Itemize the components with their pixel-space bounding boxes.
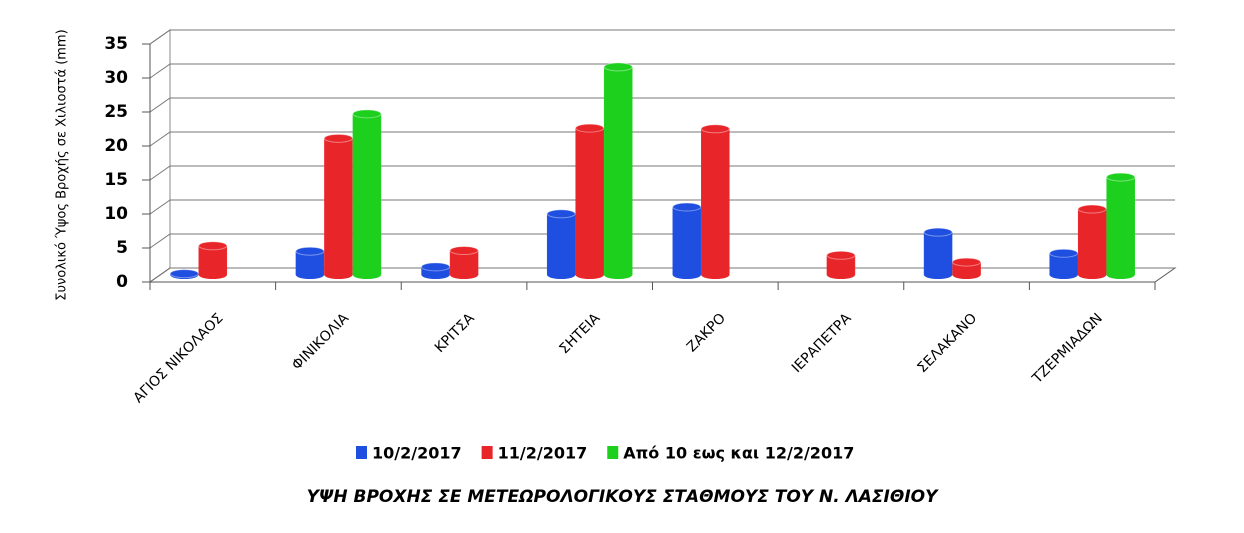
- bar: [672, 206, 702, 276]
- y-tick-label: 15: [104, 170, 128, 190]
- y-tick-label: 20: [104, 136, 128, 156]
- grid-line: [149, 199, 1175, 215]
- y-tick-label: 30: [104, 68, 128, 88]
- grid-line: [149, 165, 1175, 181]
- y-tick-label: 0: [116, 272, 128, 292]
- legend-label: 10/2/2017: [372, 444, 462, 463]
- y-tick-label: 25: [104, 102, 128, 122]
- legend-label: Από 10 εως και 12/2/2017: [623, 444, 854, 463]
- bar-cap: [672, 202, 702, 212]
- bar: [1077, 208, 1107, 276]
- x-tick-label: ΣΕΛΑΚΑΝΟ: [914, 310, 980, 376]
- legend-swatch: [481, 446, 493, 459]
- y-tick-label: 5: [116, 238, 128, 258]
- legend-swatch: [356, 446, 367, 459]
- bar: [449, 250, 479, 276]
- chart-title: ΥΨΗ ΒΡΟΧΗΣ ΣΕ ΜΕΤΕΩΡΟΛΟΓΙΚΟΥΣ ΣΤΑΘΜΟΥΣ Τ…: [307, 487, 939, 507]
- bar-cap: [826, 250, 856, 260]
- legend-swatch: [607, 446, 619, 459]
- back-wall: [149, 29, 171, 283]
- y-axis-label: Συνολικό Ύψος Βροχής σε Χιλιοστά (mm): [55, 29, 70, 300]
- grid-line: [149, 233, 1175, 249]
- x-tick-label: ΣΗΤΕΙΑ: [556, 310, 603, 357]
- bar-cap: [169, 269, 199, 279]
- bar-cap: [603, 62, 633, 72]
- grid-line: [149, 63, 1175, 79]
- grid-line: [149, 131, 1175, 147]
- bar-cap: [1106, 172, 1136, 182]
- bar-cap: [323, 133, 353, 143]
- x-tick-label: ΑΓΙΟΣ ΝΙΚΟΛΑΟΣ: [131, 310, 227, 406]
- grid-line: [149, 29, 1175, 45]
- bar-cap: [352, 109, 382, 119]
- x-tick-label: ΚΡΙΤΣΑ: [432, 310, 478, 356]
- bar-cap: [449, 246, 479, 256]
- bar-cap: [700, 124, 730, 134]
- bar: [603, 66, 633, 276]
- bar-cap: [421, 262, 451, 272]
- bar-cap: [575, 123, 605, 133]
- bar-cap: [1049, 248, 1079, 258]
- bar-cap: [546, 209, 576, 219]
- bar-cap: [198, 241, 228, 251]
- y-tick-label: 10: [104, 204, 128, 224]
- x-tick-label: ΙΕΡΑΠΕΤΡΑ: [789, 310, 855, 376]
- bar: [352, 113, 382, 276]
- bar-cap: [952, 257, 982, 267]
- legend-label: 11/2/2017: [498, 444, 588, 463]
- bar: [923, 231, 953, 276]
- bar-cap: [1077, 204, 1107, 214]
- bar: [546, 213, 576, 276]
- y-tick-label: 35: [104, 34, 128, 54]
- bar-cap: [923, 227, 953, 237]
- bar: [1106, 176, 1135, 276]
- bar: [575, 127, 604, 276]
- x-tick-label: ΖΑΚΡΟ: [684, 310, 729, 355]
- bar: [324, 138, 353, 276]
- grid-line: [149, 97, 1175, 113]
- x-tick-label: ΦΙΝΙΚΟΛΙΑ: [289, 310, 352, 373]
- bar-cap: [295, 246, 325, 256]
- bar: [701, 128, 730, 276]
- x-tick-label: ΤΖΕΡΜΙΑΔΩΝ: [1029, 310, 1106, 387]
